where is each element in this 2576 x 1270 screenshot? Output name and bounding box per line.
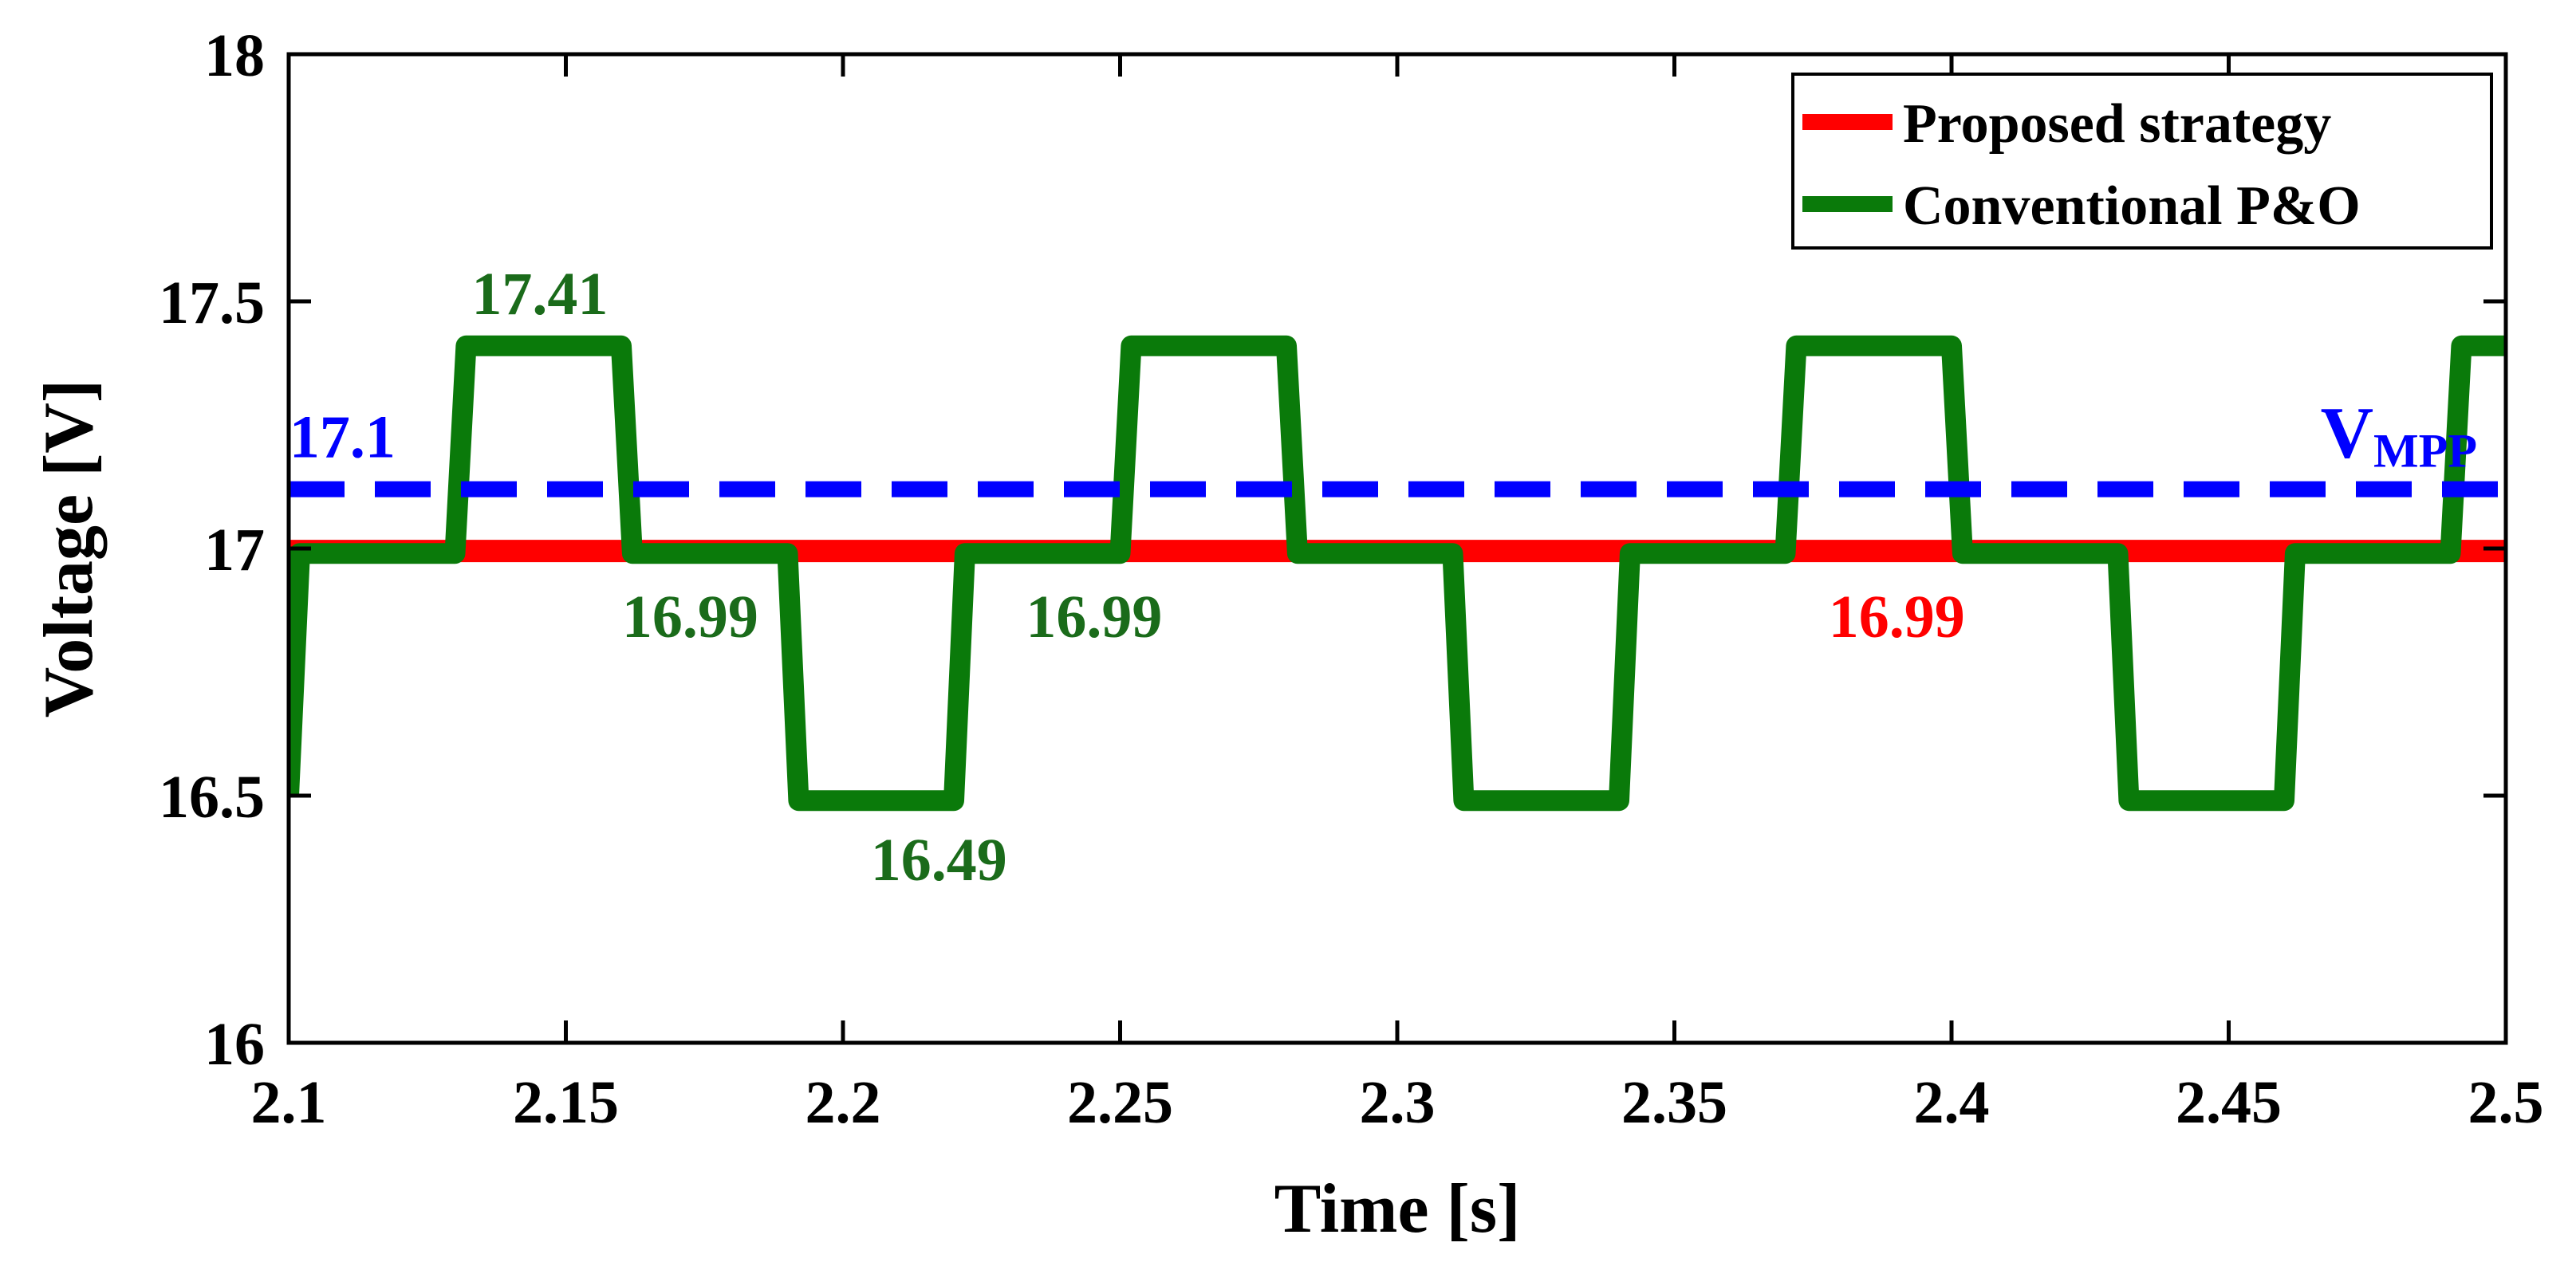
x-tick-label: 2.25 (1067, 1069, 1173, 1136)
vmpp-label: VMPP (2321, 392, 2477, 478)
x-tick-label: 2.45 (2176, 1069, 2282, 1136)
x-tick-label: 2.1 (251, 1069, 327, 1136)
x-tick-label: 2.2 (805, 1069, 881, 1136)
value-annotation: 16.99 (1829, 584, 1965, 651)
data-layer (289, 335, 2506, 812)
x-tick-label: 2.5 (2468, 1069, 2544, 1136)
y-tick-label: 16 (204, 1011, 265, 1078)
x-tick-label: 2.3 (1360, 1069, 1436, 1136)
value-annotation: 17.1 (290, 404, 396, 471)
x-tick-label: 2.15 (513, 1069, 619, 1136)
legend-label-1: Conventional P&O (1903, 175, 2361, 237)
value-annotation: 17.41 (471, 261, 608, 328)
value-annotation: 16.99 (622, 584, 758, 651)
y-tick-label: 18 (204, 22, 265, 89)
legend-label-0: Proposed strategy (1903, 93, 2331, 155)
legend: Proposed strategy Conventional P&O (1791, 73, 2493, 250)
x-tick-label: 2.4 (1914, 1069, 1990, 1136)
value-annotation: 16.49 (871, 827, 1007, 894)
legend-box (1791, 73, 2493, 250)
y-tick-label: 17 (204, 517, 265, 584)
x-tick-label: 2.35 (1621, 1069, 1727, 1136)
series-line-1 (289, 335, 2506, 812)
y-axis-label: Voltage [V] (30, 379, 108, 718)
value-annotation: 16.99 (1026, 584, 1162, 651)
y-tick-label: 16.5 (159, 764, 265, 831)
x-axis-label: Time [s] (1274, 1170, 1521, 1248)
vmpp-label-sub: MPP (2373, 425, 2477, 478)
vmpp-label-main: V (2321, 392, 2373, 474)
y-tick-label: 17.5 (159, 269, 265, 336)
